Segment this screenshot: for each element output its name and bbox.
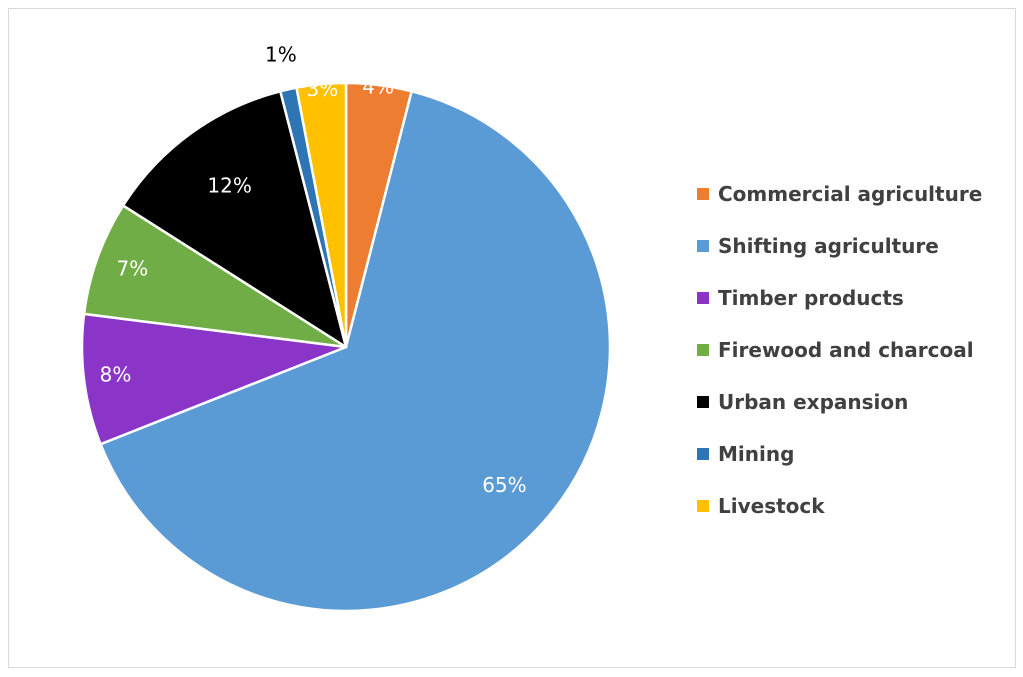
legend-item-livestock: Livestock [697, 480, 982, 532]
data-label-livestock: 3% [307, 77, 339, 101]
pie-slice-timber-products [80, 312, 348, 446]
data-label-shifting-agriculture: 65% [482, 473, 526, 497]
data-label-timber-products: 8% [100, 363, 132, 387]
legend-label: Timber products [718, 286, 904, 310]
pie-slice-firewood-and-charcoal [82, 204, 348, 349]
pie-slice-shifting-agriculture [99, 90, 612, 613]
legend: Commercial agriculture Shifting agricultu… [697, 168, 982, 532]
legend-item-firewood-and-charcoal: Firewood and charcoal [697, 324, 982, 376]
legend-label: Urban expansion [718, 390, 909, 414]
data-label-commercial-agriculture: 4% [362, 74, 394, 98]
data-label-firewood-and-charcoal: 7% [117, 257, 149, 281]
data-label-mining: 1% [265, 42, 297, 66]
legend-label: Mining [718, 442, 795, 466]
legend-swatch [697, 188, 709, 200]
legend-label: Firewood and charcoal [718, 338, 974, 362]
legend-swatch [697, 396, 709, 408]
legend-label: Commercial agriculture [718, 182, 983, 206]
legend-item-mining: Mining [697, 428, 982, 480]
legend-item-urban-expansion: Urban expansion [697, 376, 982, 428]
pie-slice-urban-expansion [121, 90, 348, 349]
data-label-urban-expansion: 12% [207, 173, 251, 197]
legend-item-commercial-agriculture: Commercial agriculture [697, 168, 982, 220]
legend-label: Shifting agriculture [718, 234, 939, 258]
pie-slice-livestock [295, 81, 348, 349]
legend-swatch [697, 448, 709, 460]
legend-label: Livestock [718, 494, 825, 518]
legend-swatch [697, 344, 709, 356]
legend-item-timber-products: Timber products [697, 272, 982, 324]
legend-swatch [697, 292, 709, 304]
legend-item-shifting-agriculture: Shifting agriculture [697, 220, 982, 272]
legend-swatch [697, 500, 709, 512]
legend-swatch [697, 240, 709, 252]
